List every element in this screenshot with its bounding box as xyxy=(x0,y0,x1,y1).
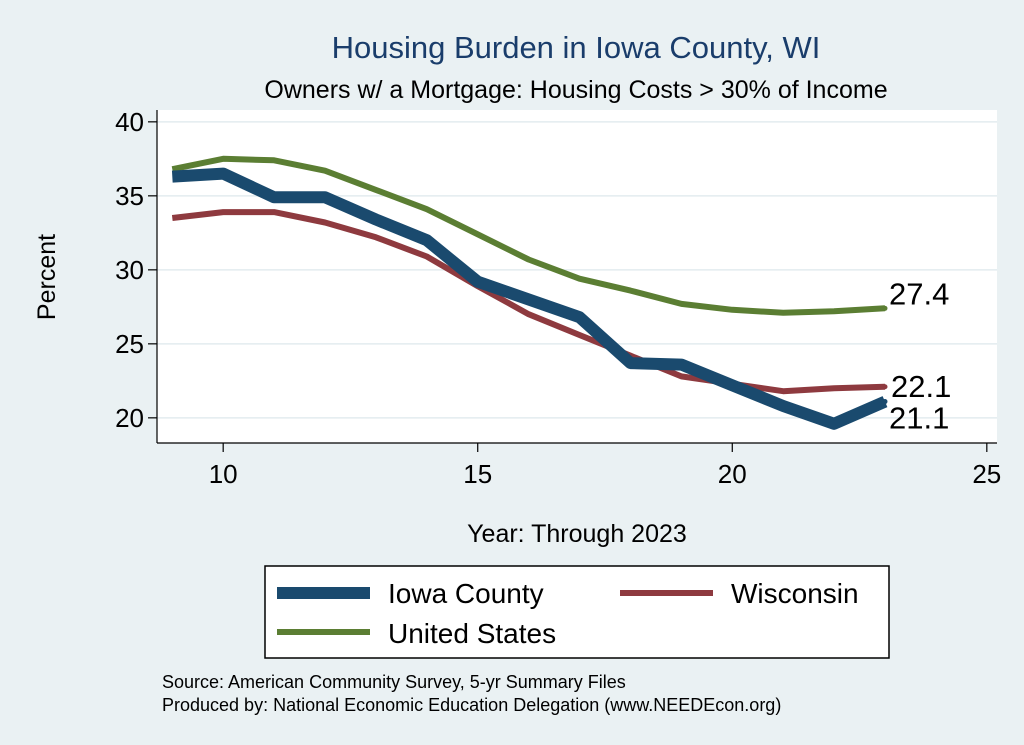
legend-label-united-states: United States xyxy=(388,618,556,649)
x-tick-label: 10 xyxy=(209,459,238,489)
series-line-united-states xyxy=(171,155,886,316)
y-axis-title: Percent xyxy=(33,234,61,320)
chart-title: Housing Burden in Iowa County, WI xyxy=(332,30,821,65)
chart-subtitle: Owners w/ a Mortgage: Housing Costs > 30… xyxy=(264,76,887,104)
axes: 20 25 30 35 40 10 15 20 25 xyxy=(115,107,1001,489)
y-tick-label: 20 xyxy=(115,403,144,433)
series-line-iowa-county xyxy=(171,167,888,430)
end-label-iowa-county: 21.1 xyxy=(889,401,949,436)
legend-label-wisconsin: Wisconsin xyxy=(731,578,859,609)
y-tick-label: 40 xyxy=(115,107,144,137)
x-axis-title: Year: Through 2023 xyxy=(467,520,687,548)
legend-box xyxy=(264,565,890,659)
y-tick-label: 25 xyxy=(115,329,144,359)
end-label-wisconsin: 22.1 xyxy=(891,369,951,404)
y-tick-label: 35 xyxy=(115,181,144,211)
end-marker xyxy=(882,305,888,311)
series-lines xyxy=(171,155,888,430)
end-marker xyxy=(882,399,888,405)
legend: Iowa County Wisconsin United States xyxy=(264,565,890,659)
producer-note: Produced by: National Economic Education… xyxy=(162,695,781,715)
y-tick-label: 30 xyxy=(115,255,144,285)
end-labels: 21.122.1 27.4 xyxy=(882,276,951,436)
x-tick-label: 15 xyxy=(463,459,492,489)
end-marker xyxy=(882,384,888,390)
source-note: Source: American Community Survey, 5-yr … xyxy=(162,672,626,692)
x-tick-label: 25 xyxy=(972,459,1001,489)
series-line-wisconsin xyxy=(171,209,886,395)
x-tick-label: 20 xyxy=(718,459,747,489)
end-label-united-states: 27.4 xyxy=(889,276,949,311)
legend-label-iowa-county: Iowa County xyxy=(388,578,544,609)
